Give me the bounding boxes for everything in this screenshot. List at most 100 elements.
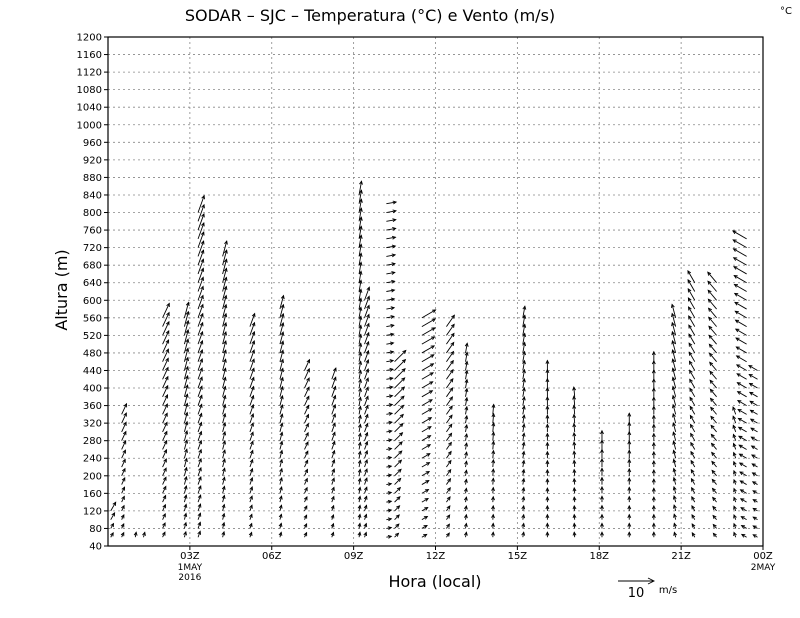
wind-arrow-shaft [421,390,433,398]
y-tick-label: 1200 [77,33,102,44]
wind-arrow-head [251,339,256,345]
wind-arrow [249,376,255,389]
wind-arrow-shaft [522,333,526,345]
corner-unit-label: °C [780,6,792,17]
wind-arrow-head [278,531,283,536]
wind-arrow [446,532,450,538]
wind-arrow-head [600,448,604,453]
wind-arrow-head [736,373,741,377]
wind-arrow [162,366,169,380]
wind-arrow-shaft [249,422,254,433]
wind-arrow [197,276,204,292]
wind-arrow-shaft [386,227,396,231]
wind-arrow-shaft [249,322,255,336]
wind-arrow-head [572,513,577,519]
wind-arrow [522,377,526,389]
wind-arrow-head [600,513,604,519]
wind-arrow [752,490,758,494]
wind-arrow [386,367,394,372]
wind-arrow-shaft [249,359,255,371]
y-tick-label: 600 [83,296,102,307]
wind-arrow-shaft [671,322,677,336]
wind-arrow-shaft [222,495,225,503]
wind-arrow [197,403,203,415]
wind-arrow [600,476,604,485]
wind-arrow-head [464,442,469,447]
y-tick-label: 1000 [77,120,102,131]
wind-arrow [735,346,747,354]
wind-arrow-head [750,436,755,441]
wind-arrow-head [446,523,451,528]
x-tick-date: 2MAY [751,563,776,573]
wind-arrow-shaft [364,487,368,494]
wind-arrow [222,276,228,292]
wind-arrow-shaft [197,431,202,441]
wind-arrow-shaft [740,507,747,512]
wind-arrow [446,486,451,494]
wind-arrow [197,385,203,397]
wind-arrow [363,531,368,538]
wind-arrow-head [735,346,740,351]
wind-arrow-shaft [687,288,696,301]
wind-arrow-shaft [522,324,526,336]
wind-arrow [121,458,126,468]
wind-arrow [545,441,550,450]
wind-arrow [386,341,395,346]
wind-arrow-shaft [709,353,717,362]
wind-arrow [464,423,469,432]
wind-arrow-head [224,240,228,245]
wind-arrow-head [672,485,677,491]
wind-arrow-head [600,457,604,463]
wind-arrow-shaft [358,217,362,231]
wind-arrow [651,396,656,406]
wind-arrow [740,533,747,538]
wind-arrow [110,531,114,538]
wind-arrow [386,394,394,399]
wind-arrow-shaft [446,369,454,380]
wind-arrow [386,323,395,328]
wind-arrow [162,503,166,512]
wind-arrow-shaft [671,313,677,327]
wind-arrow [522,323,527,336]
wind-arrow-shaft [197,313,204,327]
wind-arrow [691,486,696,494]
wind-arrow [221,512,226,520]
wind-arrow [249,422,254,433]
wind-arrow-head [734,310,739,315]
wind-arrow-shaft [688,315,696,327]
wind-arrow [709,379,717,389]
wind-arrow [464,451,468,459]
wind-arrow-head [250,440,254,445]
wind-arrow [421,453,431,459]
wind-arrow [421,426,432,433]
wind-arrow-head [387,526,393,530]
wind-arrow-head [651,396,656,401]
wind-arrow [521,441,526,450]
wind-arrow-shaft [358,208,362,222]
wind-arrow-head [357,504,362,509]
wind-arrow [446,468,452,477]
wind-arrow [197,348,204,362]
wind-arrow [183,457,188,468]
wind-arrow-head [251,312,256,318]
wind-arrow-head [249,513,253,518]
wind-arrow-head [463,513,468,519]
wind-arrow [394,468,402,477]
wind-arrow-head [120,514,125,519]
wind-arrow-shaft [688,333,696,345]
wind-arrow [749,418,758,424]
wind-arrow-shaft [736,364,747,371]
y-tick-label: 800 [83,208,102,219]
wind-arrow [627,467,632,476]
wind-arrow-shaft [446,478,451,485]
wind-arrow [279,476,283,485]
wind-arrow [712,505,717,512]
wind-arrow [304,404,310,415]
wind-arrow [750,436,758,442]
wind-arrow [221,494,226,503]
wind-arrow [446,514,451,520]
wind-arrow-shaft [748,365,758,371]
wind-arrow-head [572,441,577,446]
wind-arrow-head [651,405,656,410]
wind-arrow-head [627,513,632,519]
